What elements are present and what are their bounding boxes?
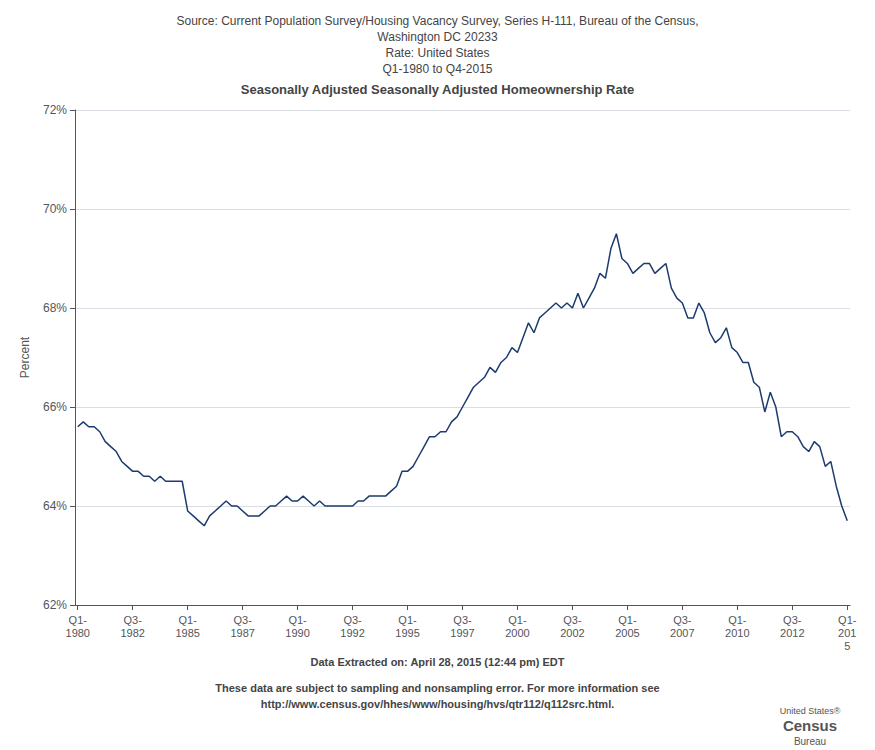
svg-text:Q1-1980 to Q4-2015: Q1-1980 to Q4-2015 [382,62,492,76]
svg-text:http://www.census.gov/hhes/www: http://www.census.gov/hhes/www/housing/h… [261,698,615,710]
svg-text:64%: 64% [43,499,67,513]
svg-text:2005: 2005 [615,627,639,639]
svg-text:1987: 1987 [230,627,254,639]
svg-text:Q3-: Q3- [233,614,252,626]
svg-text:Q1-: Q1- [508,614,527,626]
svg-text:2007: 2007 [670,627,694,639]
svg-text:Q1-: Q1- [618,614,637,626]
svg-text:Data Extracted on: April 28, 2: Data Extracted on: April 28, 2015 (12:44… [311,656,565,668]
svg-text:Q3-: Q3- [783,614,802,626]
svg-text:Q3-: Q3- [124,614,143,626]
svg-text:These data are subject to samp: These data are subject to sampling and n… [215,682,659,694]
svg-text:Census: Census [783,717,837,734]
svg-text:Percent: Percent [18,336,32,378]
svg-text:1997: 1997 [450,627,474,639]
svg-text:2010: 2010 [725,627,749,639]
svg-text:5: 5 [844,640,850,652]
svg-text:1982: 1982 [120,627,144,639]
svg-text:62%: 62% [43,598,67,612]
svg-text:66%: 66% [43,400,67,414]
svg-text:Washington DC 20233: Washington DC 20233 [377,30,498,44]
svg-text:1985: 1985 [175,627,199,639]
svg-text:Q1-: Q1- [69,614,88,626]
svg-text:Rate: United States: Rate: United States [385,46,489,60]
svg-text:Q3-: Q3- [453,614,472,626]
svg-text:72%: 72% [43,103,67,117]
svg-text:Q1-: Q1- [288,614,307,626]
svg-text:1992: 1992 [340,627,364,639]
svg-text:70%: 70% [43,202,67,216]
svg-text:68%: 68% [43,301,67,315]
svg-text:1995: 1995 [395,627,419,639]
svg-text:1990: 1990 [285,627,309,639]
svg-text:Q1-: Q1- [398,614,417,626]
svg-text:2000: 2000 [505,627,529,639]
svg-text:Q1-: Q1- [179,614,198,626]
svg-text:2012: 2012 [780,627,804,639]
svg-text:Q1-: Q1- [838,614,857,626]
svg-text:Q3-: Q3- [563,614,582,626]
svg-text:201: 201 [838,627,856,639]
svg-text:Q1-: Q1- [728,614,747,626]
svg-text:Bureau: Bureau [794,736,826,747]
svg-text:United States®: United States® [780,706,841,716]
svg-text:Source: Current Population Sur: Source: Current Population Survey/Housin… [176,14,698,28]
svg-text:Seasonally Adjusted Seasonally: Seasonally Adjusted Seasonally Adjusted … [241,82,634,97]
svg-text:1980: 1980 [66,627,90,639]
svg-text:Q3-: Q3- [343,614,362,626]
svg-text:Q3-: Q3- [673,614,692,626]
svg-text:2002: 2002 [560,627,584,639]
